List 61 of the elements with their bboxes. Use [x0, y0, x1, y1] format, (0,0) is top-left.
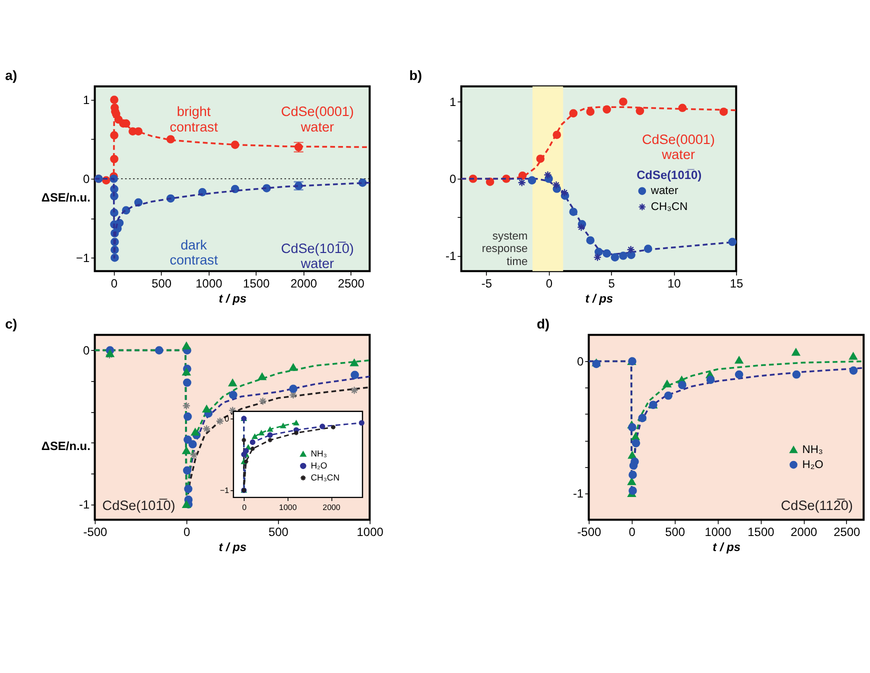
x-tick-label: 1000 — [704, 525, 732, 540]
y-tick-label: 1 — [82, 93, 90, 108]
chart-title: b) — [409, 68, 422, 83]
y-tick-label: -1 — [572, 486, 584, 501]
y-tick-label: −1 — [220, 486, 230, 496]
y-tick-label: 0 — [82, 172, 90, 186]
x-tick-label: 5 — [608, 276, 616, 290]
y-tick-label: 1 — [449, 95, 456, 110]
legend-title: CdSe(101̅0) — [636, 168, 702, 182]
x-axis-title: t / ps — [585, 292, 614, 306]
x-tick-label: 15 — [730, 276, 744, 290]
x-axis-title: t / ps — [712, 540, 741, 554]
x-axis-title: t / ps — [218, 540, 247, 554]
y-tick-label: 0 — [82, 344, 90, 358]
series-label: CdSe(0001) water — [642, 132, 715, 162]
legend-label: water — [650, 185, 678, 198]
x-tick-label: 2500 — [834, 525, 860, 540]
x-tick-label: 0 — [546, 276, 553, 290]
y-tick-label: -1 — [445, 249, 456, 264]
legend-label: H₂O — [310, 460, 328, 470]
x-axis-title: t / ps — [218, 292, 247, 306]
chart-title: d) — [536, 316, 550, 332]
y-tick-label: -1 — [79, 498, 90, 512]
x-tick-label: 1000 — [356, 525, 384, 540]
x-tick-label: -500 — [83, 525, 108, 540]
x-tick-label: 0 — [628, 525, 636, 540]
x-tick-label: 2000 — [322, 502, 341, 512]
x-tick-label: 1000 — [279, 502, 298, 512]
x-tick-label: -500 — [577, 525, 602, 540]
annotation: dark contrast — [170, 237, 218, 268]
x-tick-label: 500 — [665, 525, 686, 540]
annotation: CdSe(101̅0) — [102, 498, 176, 513]
x-tick-label: 0 — [242, 502, 248, 512]
legend-label: NH₃ — [802, 444, 823, 456]
x-tick-label: 10 — [667, 276, 682, 290]
y-tick-label: 0 — [449, 172, 456, 186]
series-label: CdSe(0001) water — [280, 104, 354, 134]
chart-title: c) — [5, 316, 18, 332]
x-tick-label: -5 — [481, 276, 492, 290]
x-tick-label: 2500 — [338, 276, 365, 290]
chart-title: a) — [5, 68, 18, 83]
band-label: system response time — [482, 230, 528, 268]
text: CdSe(101̅0) water — [280, 240, 354, 272]
x-tick-label: 2000 — [790, 525, 818, 540]
legend-label: NH₃ — [310, 448, 328, 458]
legend-label: CH₃CN — [310, 472, 340, 482]
x-tick-label: 1500 — [243, 276, 270, 290]
x-tick-label: 500 — [268, 525, 289, 540]
x-tick-label: 0 — [110, 276, 118, 290]
y-axis-title: ΔSE/n.u. — [41, 439, 90, 454]
legend-label: H₂O — [802, 458, 824, 471]
annotation: CdSe(112̅0) — [780, 498, 853, 513]
x-tick-label: 0 — [184, 525, 191, 540]
x-tick-label: 2000 — [290, 276, 318, 290]
x-tick-label: 1500 — [748, 525, 775, 540]
annotation: bright contrast — [170, 104, 218, 134]
y-axis-title: ΔSE/n.u. — [41, 190, 90, 205]
legend-label: CH₃CN — [650, 201, 688, 214]
x-tick-label: 500 — [152, 276, 172, 290]
y-tick-label: −1 — [76, 251, 90, 266]
x-tick-label: 1000 — [196, 276, 223, 290]
